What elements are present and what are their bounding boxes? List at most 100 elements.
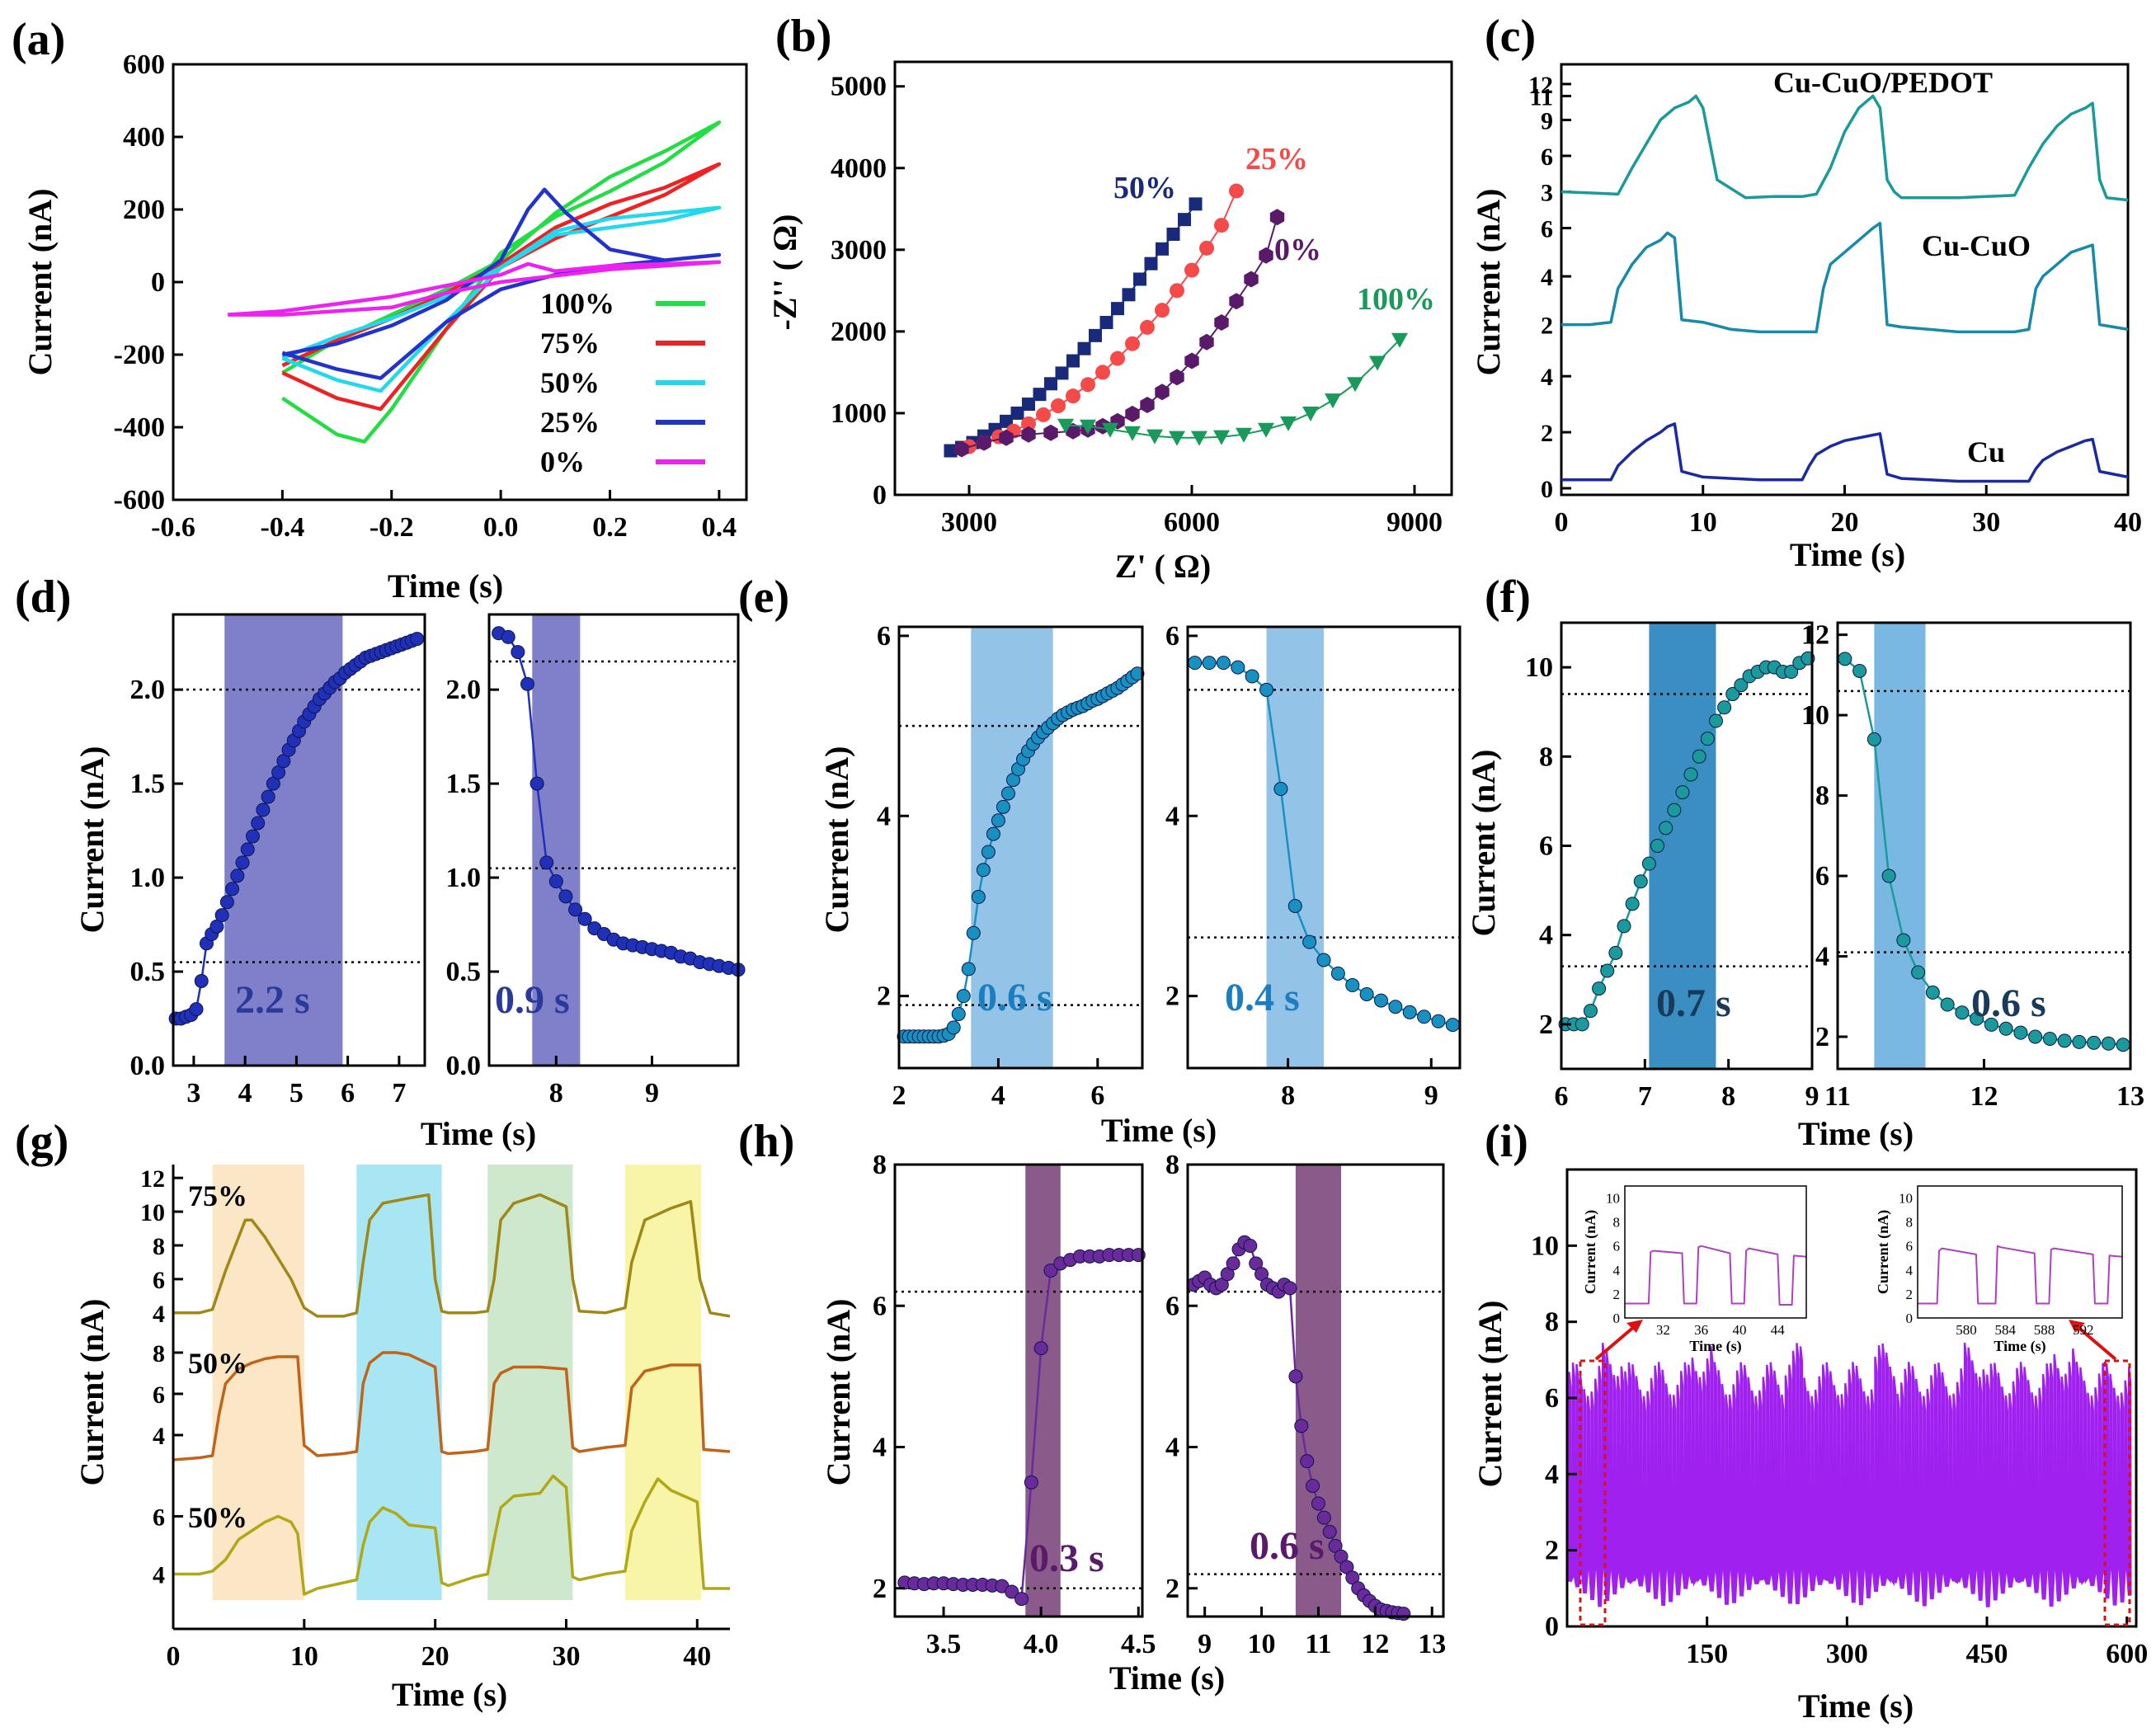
data-point	[1288, 1369, 1303, 1384]
data-point-circle	[1021, 416, 1036, 431]
inset-x-tick-label: 36	[1694, 1322, 1708, 1338]
y-tick-label: 2	[873, 1574, 887, 1604]
data-point-circle	[1140, 319, 1155, 335]
inset-frame	[1917, 1185, 2123, 1319]
panel-a: -0.6 -0.4 -0.2 0.0 0.2 0.4 -600 -400 -200 0 200 400…	[21, 49, 748, 605]
x-tick-label: 0.4	[702, 512, 737, 543]
y-tick-label: -400	[114, 412, 165, 443]
data-point-square	[1099, 315, 1113, 329]
data-point-hexagon	[1259, 247, 1273, 264]
trace-label: Cu-CuO	[1922, 229, 2031, 262]
y-tick-label: 600	[123, 49, 165, 80]
data-point-square	[1044, 377, 1057, 391]
y-tick-label: 1.5	[130, 769, 166, 799]
panel-label: (h)	[738, 1116, 794, 1167]
data-point	[1388, 1000, 1403, 1014]
x-tick-label: 2	[892, 1080, 906, 1111]
legend-label: 100%	[540, 287, 614, 320]
response-time-label: 0.7 s	[1656, 981, 1731, 1025]
data-point-hexagon	[1155, 384, 1170, 401]
data-point	[1659, 821, 1673, 835]
x-tick-label: 7	[392, 1078, 406, 1108]
data-point-hexagon	[1043, 424, 1058, 441]
data-point	[1784, 665, 1799, 680]
y-tick-label: 6	[153, 1504, 165, 1532]
plot-frame	[897, 625, 1144, 1070]
y-tick-label: 4	[1165, 1433, 1179, 1463]
y-axis-title: -Z'' ( Ω)	[766, 214, 803, 331]
plot-frame	[1186, 1163, 1445, 1618]
zoom-arrow-start	[1594, 1325, 1636, 1361]
data-point	[1838, 652, 1852, 666]
data-point	[1396, 1607, 1411, 1621]
x-axis-title: Time (s)	[1798, 1687, 1914, 1725]
plot-frame	[893, 1163, 1144, 1618]
data-point	[558, 889, 573, 904]
y-tick-label: 2	[1539, 1010, 1553, 1040]
y-tick-label: 2.0	[446, 675, 482, 705]
data-point-hexagon	[1066, 422, 1080, 440]
data-point	[2013, 1025, 2028, 1040]
cv-curve-50pct	[281, 205, 722, 393]
data-point	[1575, 1017, 1589, 1032]
y-tick-label: 2	[1545, 1536, 1559, 1566]
data-point	[2116, 1038, 2130, 1052]
data-point-triangle	[1191, 431, 1207, 446]
data-point-square	[1033, 388, 1047, 402]
data-point	[991, 813, 1005, 828]
data-point	[1316, 953, 1331, 967]
data-point	[1283, 1281, 1297, 1296]
data-point	[240, 842, 255, 857]
y-tick-label: 12	[140, 1165, 165, 1193]
y-tick-label: 10	[140, 1199, 165, 1226]
y-tick-label: 4	[1545, 1459, 1559, 1490]
y-tick-label: 4	[1815, 942, 1829, 972]
data-point-triangle	[1236, 427, 1252, 443]
x-tick-label: 30	[552, 1641, 580, 1672]
data-point-triangle	[1102, 422, 1118, 438]
x-tick-label: 6000	[1164, 507, 1220, 538]
inset-y-tick-label: 0	[1906, 1311, 1914, 1326]
inset-y-tick-label: 8	[1613, 1215, 1621, 1231]
data-point	[1692, 749, 1706, 764]
y-tick-label: 8	[1815, 781, 1829, 812]
plot-frame	[1186, 625, 1462, 1070]
panel-g: 4 6 8 10 12 4 6 8 4 6 0 10 20 30 40 75% 50% 50% Current (n…	[73, 1165, 731, 1713]
data-point	[1970, 1011, 1984, 1026]
data-point-triangle	[1347, 377, 1363, 393]
data-point	[219, 895, 234, 910]
inset-background	[1918, 1186, 2122, 1318]
data-point	[951, 1006, 966, 1021]
inset-frame	[1624, 1185, 1807, 1319]
inset-line	[1918, 1245, 2123, 1305]
y-tick-label: 6	[1815, 861, 1829, 892]
inset-0: 32 36 40 44 0 2 4 6 8 10 Time (s) Current (nA)	[1582, 1185, 1807, 1355]
y-tick-label: 0.5	[446, 957, 482, 987]
data-point-hexagon	[1244, 271, 1259, 288]
y-tick-label: 0.5	[130, 957, 166, 987]
data-point-hexagon	[1229, 293, 1244, 310]
trace-label: Cu-CuO/PEDOT	[1773, 66, 1993, 99]
data-point-circle	[1170, 283, 1184, 299]
data-point-square	[1066, 354, 1080, 368]
data-point	[1417, 1010, 1432, 1024]
y-tick-label: 10	[1801, 700, 1829, 731]
x-tick-label: 9	[1805, 1081, 1819, 1112]
response-time-label: 0.3 s	[1029, 1537, 1104, 1580]
data-point-circle	[1155, 303, 1170, 318]
data-point	[1000, 786, 1015, 801]
y-axis-title: Current (nA)	[73, 746, 111, 933]
x-tick-label: 3000	[941, 507, 997, 538]
x-axis-title: Time (s)	[1101, 1112, 1217, 1149]
data-point-triangle	[1146, 429, 1163, 445]
zoom-box-start	[1579, 1359, 1607, 1626]
trace-0	[173, 1193, 731, 1318]
data-point-circle	[1199, 240, 1214, 256]
data-point	[1650, 839, 1665, 853]
data-point-triangle	[1169, 431, 1185, 446]
data-point	[1445, 1018, 1460, 1033]
x-tick-label: 4.0	[1024, 1629, 1059, 1659]
data-point	[1130, 666, 1145, 681]
data-point	[956, 989, 971, 1004]
x-tick-label: 10	[1689, 507, 1717, 538]
